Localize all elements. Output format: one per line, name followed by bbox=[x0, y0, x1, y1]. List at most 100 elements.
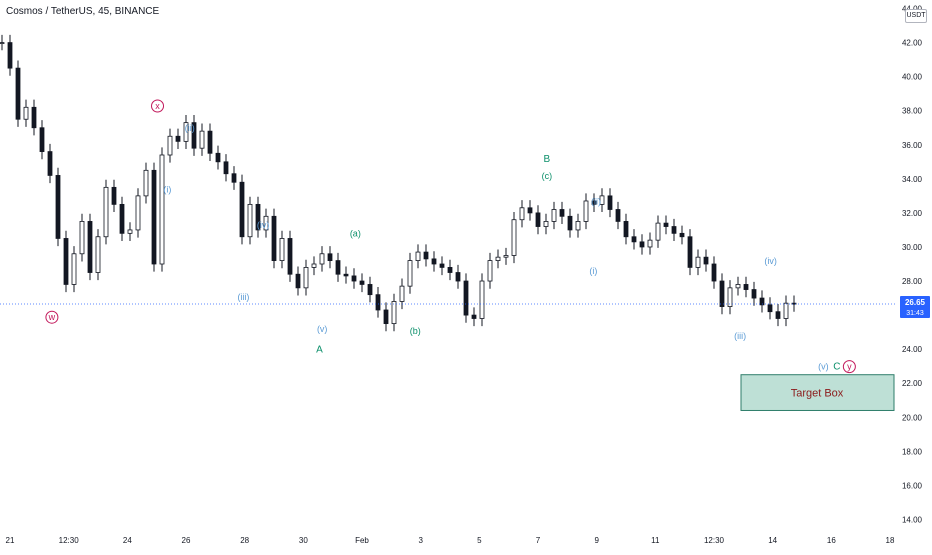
candle-body bbox=[519, 207, 525, 221]
wave-label: (v) bbox=[818, 362, 829, 372]
wave-label-circle bbox=[151, 99, 165, 113]
wave-label: (a) bbox=[350, 229, 361, 239]
candle-body bbox=[639, 241, 645, 248]
candle-body bbox=[71, 253, 77, 285]
candle-body bbox=[767, 304, 773, 313]
candle-body bbox=[671, 226, 677, 234]
wave-label: A bbox=[316, 345, 323, 356]
candle-body bbox=[759, 297, 765, 306]
candle-body bbox=[463, 280, 469, 316]
candle-body bbox=[391, 301, 397, 325]
candle-body bbox=[375, 294, 381, 311]
wave-label: C bbox=[833, 362, 840, 373]
candle-body bbox=[359, 280, 365, 285]
candle-body bbox=[559, 209, 565, 217]
candle-body bbox=[447, 267, 453, 273]
candle-body bbox=[199, 130, 205, 149]
candle-body bbox=[479, 280, 485, 319]
candle-body bbox=[687, 236, 693, 268]
symbol-title: Cosmos / TetherUS, 45, BINANCE bbox=[6, 6, 160, 17]
candle-body bbox=[727, 287, 733, 307]
candle-body bbox=[87, 221, 93, 273]
candle-body bbox=[607, 195, 613, 210]
y-tick-label: 24.00 bbox=[902, 345, 923, 354]
y-tick-label: 42.00 bbox=[902, 39, 923, 48]
candle-body bbox=[407, 260, 413, 287]
wave-label: (i) bbox=[163, 184, 171, 194]
currency-unit-button[interactable]: USDT bbox=[905, 9, 927, 23]
candle-body bbox=[511, 219, 517, 256]
candle-body bbox=[103, 186, 109, 238]
wave-label: B bbox=[544, 154, 551, 165]
candle-body bbox=[311, 263, 317, 268]
candle-body bbox=[151, 169, 157, 265]
candle-body bbox=[7, 42, 13, 69]
x-tick-label: 21 bbox=[6, 536, 15, 545]
candle-body bbox=[423, 251, 429, 260]
candle-body bbox=[231, 173, 237, 183]
candle-body bbox=[295, 273, 301, 289]
candle-body bbox=[551, 209, 557, 222]
candle-body bbox=[175, 135, 181, 142]
y-tick-label: 32.00 bbox=[902, 209, 923, 218]
candle-body bbox=[63, 238, 69, 285]
candle-body bbox=[663, 222, 669, 227]
candle-body bbox=[431, 258, 437, 265]
wave-label: (c) bbox=[542, 171, 553, 181]
candle-body bbox=[647, 239, 653, 248]
candle-body bbox=[55, 175, 61, 239]
wave-label: w bbox=[48, 312, 56, 322]
wave-label: (v) bbox=[317, 324, 328, 334]
x-tick-label: 14 bbox=[768, 536, 777, 545]
candle-body bbox=[119, 203, 125, 234]
candle-body bbox=[167, 135, 173, 156]
candle-body bbox=[527, 207, 533, 214]
candle-body bbox=[207, 130, 213, 154]
wave-label: (iv) bbox=[257, 220, 270, 230]
candle-body bbox=[751, 289, 757, 299]
x-tick-label: 9 bbox=[594, 536, 599, 545]
candle-body bbox=[367, 284, 373, 296]
candle-body bbox=[623, 221, 629, 238]
x-tick-label: 26 bbox=[182, 536, 191, 545]
candle-body bbox=[383, 309, 389, 325]
candle-body bbox=[471, 314, 477, 319]
y-tick-label: 16.00 bbox=[902, 481, 923, 490]
bar-countdown: 31:43 bbox=[906, 310, 924, 317]
candle-body bbox=[583, 200, 589, 222]
candle-body bbox=[783, 302, 789, 319]
y-tick-label: 38.00 bbox=[902, 107, 923, 116]
candle-body bbox=[631, 236, 637, 243]
candle-body bbox=[159, 154, 165, 265]
candle-body bbox=[335, 260, 341, 275]
candle-body bbox=[239, 181, 245, 238]
candle-body bbox=[31, 106, 37, 129]
wave-label-circle bbox=[45, 310, 59, 324]
candle-body bbox=[439, 263, 445, 268]
y-tick-label: 36.00 bbox=[902, 141, 923, 150]
candle-body bbox=[503, 255, 509, 258]
candle-body bbox=[615, 209, 621, 222]
candle-body bbox=[679, 232, 685, 238]
candle-body bbox=[127, 229, 133, 234]
candle-body bbox=[287, 238, 293, 275]
last-price-value: 26.65 bbox=[905, 298, 926, 307]
x-tick-label: 28 bbox=[240, 536, 249, 545]
wave-label: (i) bbox=[589, 266, 597, 276]
candle-body bbox=[47, 151, 53, 176]
y-tick-label: 28.00 bbox=[902, 277, 923, 286]
x-tick-label: 18 bbox=[886, 536, 895, 545]
candle-body bbox=[543, 221, 549, 227]
candle-body bbox=[15, 67, 21, 120]
candle-body bbox=[95, 236, 101, 273]
x-tick-label: Feb bbox=[355, 536, 369, 545]
x-tick-label: 24 bbox=[123, 536, 132, 545]
candle-body bbox=[415, 251, 421, 261]
candle-body bbox=[567, 215, 573, 231]
wave-label: (b) bbox=[410, 326, 421, 336]
x-tick-label: 3 bbox=[418, 536, 423, 545]
candle-body bbox=[183, 122, 189, 142]
candle-body bbox=[79, 221, 85, 255]
